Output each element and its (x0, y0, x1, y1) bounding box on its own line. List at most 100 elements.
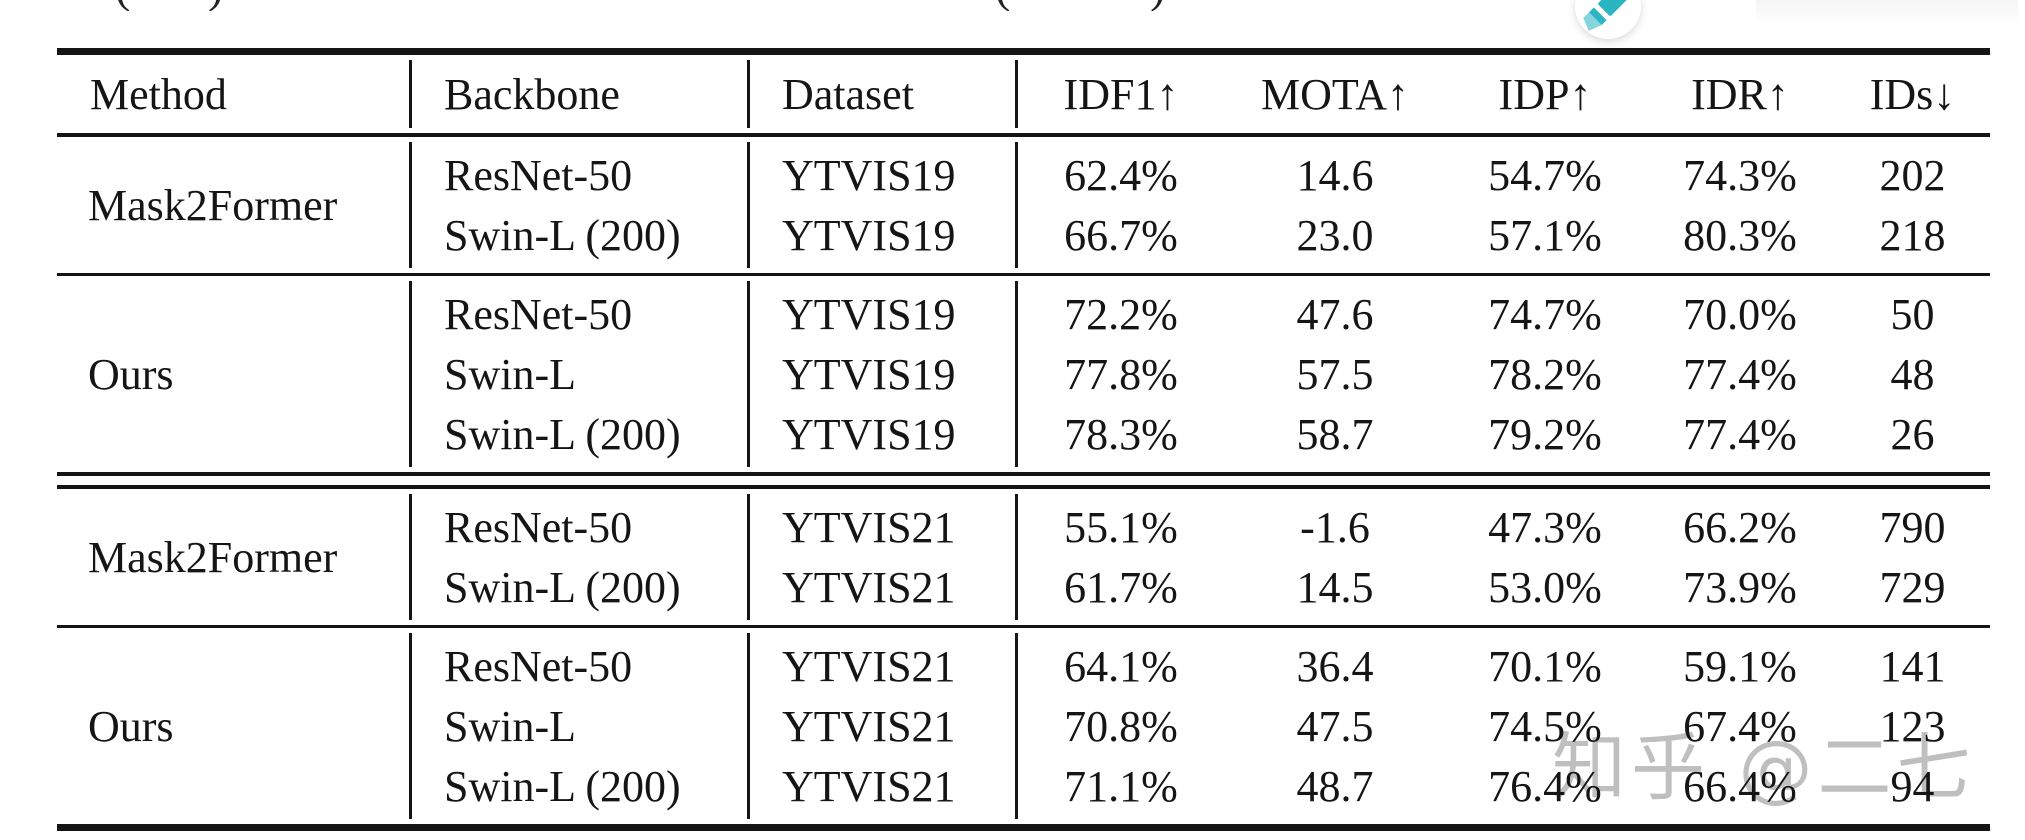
column-divider (409, 60, 412, 128)
idr-cell: 70.0% (1683, 289, 1797, 339)
idr-cell: 77.4% (1683, 349, 1797, 399)
cut-caption-fragment: ) (1150, 0, 1180, 11)
mota-cell: 14.5 (1296, 562, 1374, 612)
mota-cell: 57.5 (1296, 349, 1374, 399)
backbone-cell: Swin-L (200) (444, 210, 681, 260)
idp-cell: 53.0% (1488, 562, 1602, 612)
header-idf1: IDF1↑ (1063, 69, 1179, 119)
dataset-cell: YTVIS21 (782, 701, 956, 751)
column-divider (747, 494, 750, 620)
ids-cell: 94 (1890, 761, 1935, 811)
backbone-cell: Swin-L (200) (444, 562, 681, 612)
idf1-cell: 72.2% (1064, 289, 1178, 339)
dataset-cell: YTVIS21 (782, 761, 956, 811)
idf1-cell: 66.7% (1064, 210, 1178, 260)
double-rule-gap (57, 476, 1990, 485)
paren-fragment: ( (115, 0, 145, 10)
column-divider (1015, 281, 1018, 467)
dataset-cell: YTVIS19 (782, 349, 956, 399)
marker-pen-icon (1583, 0, 1635, 31)
backbone-cell: Swin-L (200) (444, 409, 681, 459)
table-section-ours-ytvis19: Ours ResNet-50 YTVIS19 72.2% 47.6 74.7% … (57, 276, 1990, 472)
idf1-cell: 78.3% (1064, 409, 1178, 459)
dataset-cell: YTVIS19 (782, 409, 956, 459)
ids-cell: 141 (1879, 641, 1946, 691)
ids-cell: 123 (1879, 701, 1946, 751)
dataset-cell: YTVIS21 (782, 562, 956, 612)
idp-cell: 54.7% (1488, 150, 1602, 200)
backbone-cell: Swin-L (200) (444, 761, 681, 811)
idr-cell: 74.3% (1683, 150, 1797, 200)
header-ids: IDs↓ (1869, 69, 1956, 119)
column-divider (409, 633, 412, 819)
double-rule-top (57, 472, 1990, 476)
column-divider (747, 281, 750, 467)
header-rule (57, 133, 1990, 137)
dataset-cell: YTVIS19 (782, 210, 956, 260)
idf1-cell: 62.4% (1064, 150, 1178, 200)
table-section-ours-ytvis21: Ours ResNet-50 YTVIS21 64.1% 36.4 70.1% … (57, 628, 1990, 824)
marker-pen-button[interactable] (1575, 0, 1641, 39)
method-cell: Mask2Former (88, 180, 338, 230)
paren-fragment: ) (1150, 0, 1180, 10)
mota-cell: 23.0 (1296, 210, 1374, 260)
idf1-cell: 70.8% (1064, 701, 1178, 751)
mota-cell: 36.4 (1296, 641, 1374, 691)
cut-caption-fragment: ( (115, 0, 145, 11)
column-divider (409, 281, 412, 467)
column-divider (747, 142, 750, 268)
backbone-cell: ResNet-50 (444, 150, 633, 200)
backbone-cell: ResNet-50 (444, 641, 633, 691)
idr-cell: 77.4% (1683, 409, 1797, 459)
idr-cell: 73.9% (1683, 562, 1797, 612)
idf1-cell: 61.7% (1064, 562, 1178, 612)
idp-cell: 57.1% (1488, 210, 1602, 260)
method-cell: Ours (88, 701, 174, 751)
ids-cell: 790 (1879, 502, 1946, 552)
idp-cell: 76.4% (1488, 761, 1602, 811)
header-mota: MOTA↑ (1260, 69, 1410, 119)
mota-cell: 14.6 (1296, 150, 1374, 200)
idr-cell: 59.1% (1683, 641, 1797, 691)
table-section-mask2former-ytvis19: Mask2Former ResNet-50 YTVIS19 62.4% 14.6… (57, 137, 1990, 273)
column-divider (409, 494, 412, 620)
backbone-cell: ResNet-50 (444, 502, 633, 552)
paren-fragment: ) (208, 0, 238, 10)
idf1-cell: 55.1% (1064, 502, 1178, 552)
idp-cell: 47.3% (1488, 502, 1602, 552)
table-bottom-rule (57, 824, 1990, 831)
column-divider (1015, 494, 1018, 620)
column-divider (409, 142, 412, 268)
idp-cell: 74.5% (1488, 701, 1602, 751)
dataset-cell: YTVIS21 (782, 641, 956, 691)
method-cell: Mask2Former (88, 532, 338, 582)
mota-cell: -1.6 (1300, 502, 1370, 552)
header-dataset: Dataset (782, 69, 914, 119)
results-table: Method Backbone Dataset IDF1↑ MOTA↑ IDP↑… (57, 48, 1990, 831)
idr-cell: 66.4% (1683, 761, 1797, 811)
header-idr: IDR↑ (1691, 69, 1789, 119)
ids-cell: 48 (1890, 349, 1935, 399)
paren-fragment: ( (995, 0, 1025, 10)
column-divider (1015, 633, 1018, 819)
ids-cell: 50 (1890, 289, 1935, 339)
mota-cell: 58.7 (1296, 409, 1374, 459)
idf1-cell: 64.1% (1064, 641, 1178, 691)
dataset-cell: YTVIS19 (782, 289, 956, 339)
top-right-shade (1756, 0, 2018, 28)
idp-cell: 79.2% (1488, 409, 1602, 459)
cut-caption-fragment: ) (208, 0, 238, 11)
idp-cell: 78.2% (1488, 349, 1602, 399)
table-top-rule (57, 48, 1990, 55)
idf1-cell: 77.8% (1064, 349, 1178, 399)
column-divider (747, 60, 750, 128)
backbone-cell: Swin-L (444, 349, 576, 399)
ids-cell: 202 (1879, 150, 1946, 200)
section-rule (57, 625, 1990, 628)
idr-cell: 80.3% (1683, 210, 1797, 260)
backbone-cell: ResNet-50 (444, 289, 633, 339)
method-cell: Ours (88, 349, 174, 399)
header-method: Method (90, 69, 227, 119)
dataset-cell: YTVIS19 (782, 150, 956, 200)
mota-cell: 47.6 (1296, 289, 1374, 339)
